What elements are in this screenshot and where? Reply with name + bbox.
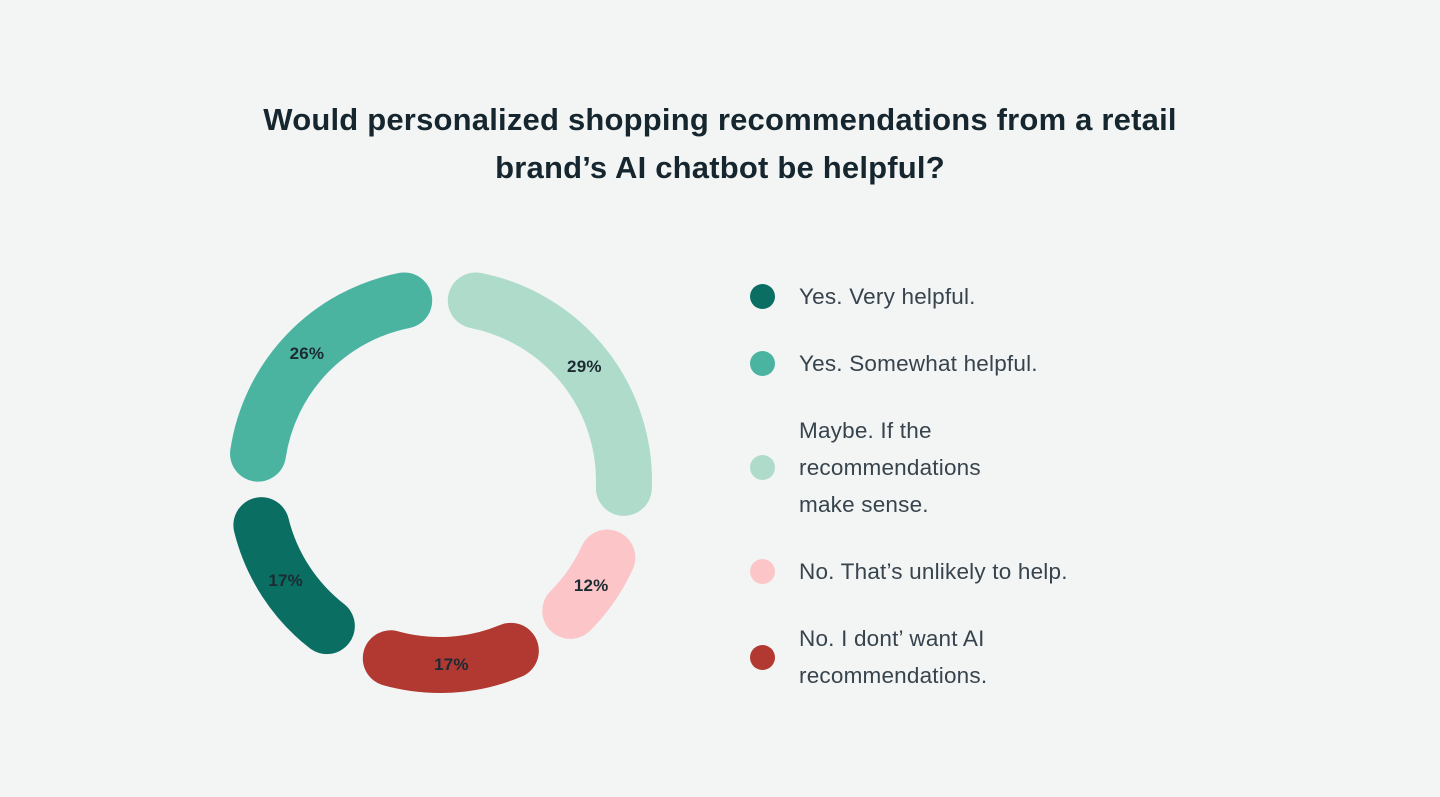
legend-swatch-icon [750, 351, 775, 376]
legend-swatch-icon [750, 284, 775, 309]
legend-item: No. I dont’ want AI recommendations. [750, 620, 1068, 694]
legend-swatch-icon [750, 455, 775, 480]
legend-item: No. That’s unlikely to help. [750, 553, 1068, 590]
chart-title: Would personalized shopping recommendati… [263, 102, 1177, 185]
donut-segment [233, 497, 355, 655]
donut-chart: 29% 12% 17% 17% 26% [220, 261, 660, 701]
donut-segment [230, 272, 433, 482]
legend-item: Yes. Very helpful. [750, 278, 1068, 315]
legend-label: Yes. Somewhat helpful. [799, 351, 1038, 376]
donut-segment [362, 622, 539, 693]
legend-label: Yes. Very helpful. [799, 284, 976, 309]
donut-rings [230, 272, 652, 693]
legend-item: Maybe. If the recommendations make sense… [750, 412, 1068, 523]
legend-label: Maybe. If the recommendations make sense… [799, 418, 981, 517]
donut-segment [447, 272, 652, 516]
legend: Yes. Very helpful. Yes. Somewhat helpful.… [750, 278, 1068, 694]
legend-item: Yes. Somewhat helpful. [750, 345, 1068, 382]
legend-label: No. I dont’ want AI recommendations. [799, 626, 988, 688]
legend-label: No. That’s unlikely to help. [799, 559, 1068, 584]
donut-segment [542, 529, 636, 639]
legend-swatch-icon [750, 644, 775, 670]
legend-swatch-icon [750, 559, 775, 584]
